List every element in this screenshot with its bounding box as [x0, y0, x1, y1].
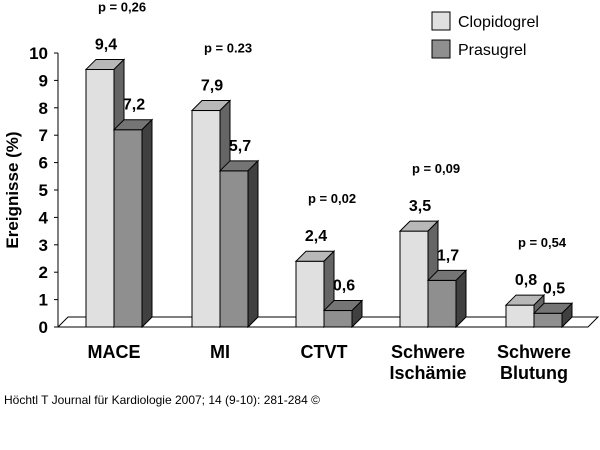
value-label: 0,5: [543, 280, 565, 297]
bar-chart: 0 1 2 3 4 5 6 7 8 9 10 Ereignisse (%) 9,4 7,9 2,4 3,5 0…: [3, 0, 600, 383]
bars: [84, 58, 574, 329]
legend: Clopidogrel Prasugrel: [431, 11, 539, 59]
category-label: Ischämie: [389, 363, 466, 383]
y-tick-label: 10: [29, 44, 48, 63]
bar: [426, 269, 468, 329]
bar-side: [561, 302, 573, 329]
p-value-label: p = 0,26: [98, 0, 146, 14]
bar-side: [351, 299, 363, 329]
category-label: Schwere: [497, 342, 571, 362]
bar-front: [219, 170, 249, 328]
bar-front: [191, 110, 221, 328]
y-tick-label: 2: [39, 263, 48, 282]
bar-side: [141, 118, 153, 329]
p-value-label: p = 0,02: [308, 191, 356, 206]
legend-swatch: [431, 39, 451, 59]
y-tick-label: 6: [39, 154, 48, 173]
value-label: 0,6: [333, 278, 355, 295]
bar: [218, 159, 260, 329]
y-tick-label: 7: [39, 126, 48, 145]
category-label: Blutung: [500, 363, 568, 383]
value-label: 0,8: [515, 272, 537, 289]
source-caption: Höchtl T Journal für Kardiologie 2007; 1…: [4, 393, 320, 407]
bar: [532, 302, 574, 329]
bar-front: [113, 129, 143, 328]
value-label: 7,2: [123, 97, 145, 114]
legend-label: Prasugrel: [458, 42, 526, 59]
category-label: CTVT: [301, 342, 348, 362]
bar-front: [295, 260, 325, 328]
bar-side: [247, 159, 259, 329]
category-label: MACE: [88, 342, 141, 362]
y-axis: 0 1 2 3 4 5 6 7 8 9 10 Ereignisse (%): [3, 44, 59, 337]
y-tick-label: 5: [39, 181, 48, 200]
p-value-label: p = 0,54: [518, 235, 567, 250]
p-value-label: p = 0.23: [204, 41, 252, 56]
category-label: MI: [210, 342, 230, 362]
bar-front: [505, 304, 535, 328]
y-tick-label: 9: [39, 71, 48, 90]
bar-front: [399, 230, 429, 328]
bar: [112, 118, 154, 329]
bar-front: [85, 68, 115, 328]
bar: [322, 299, 364, 329]
bar-front: [323, 310, 353, 328]
y-tick-label: 4: [39, 208, 49, 227]
value-label: 1,7: [437, 247, 459, 264]
y-tick-label: 1: [39, 291, 48, 310]
legend-swatch: [431, 11, 451, 31]
y-tick-label: 0: [39, 318, 48, 337]
value-label: 5,7: [229, 138, 251, 155]
value-label: 3,5: [409, 198, 431, 215]
y-tick-label: 8: [39, 99, 48, 118]
category-label: Schwere: [391, 342, 465, 362]
value-label: 2,4: [305, 228, 327, 245]
bar-front: [533, 312, 563, 328]
value-label: 7,9: [201, 78, 223, 95]
value-labels: 9,4 7,9 2,4 3,5 0,8 7,2 5,7 0,6 1,7 0,5 p = 0,26 p …: [95, 0, 567, 297]
bar-side: [455, 269, 467, 329]
y-axis-label: Ereignisse (%): [3, 131, 22, 248]
p-value-label: p = 0,09: [412, 161, 460, 176]
y-tick-label: 3: [39, 236, 48, 255]
bar-front: [427, 279, 457, 328]
value-label: 9,4: [95, 36, 117, 53]
legend-label: Clopidogrel: [458, 14, 539, 31]
